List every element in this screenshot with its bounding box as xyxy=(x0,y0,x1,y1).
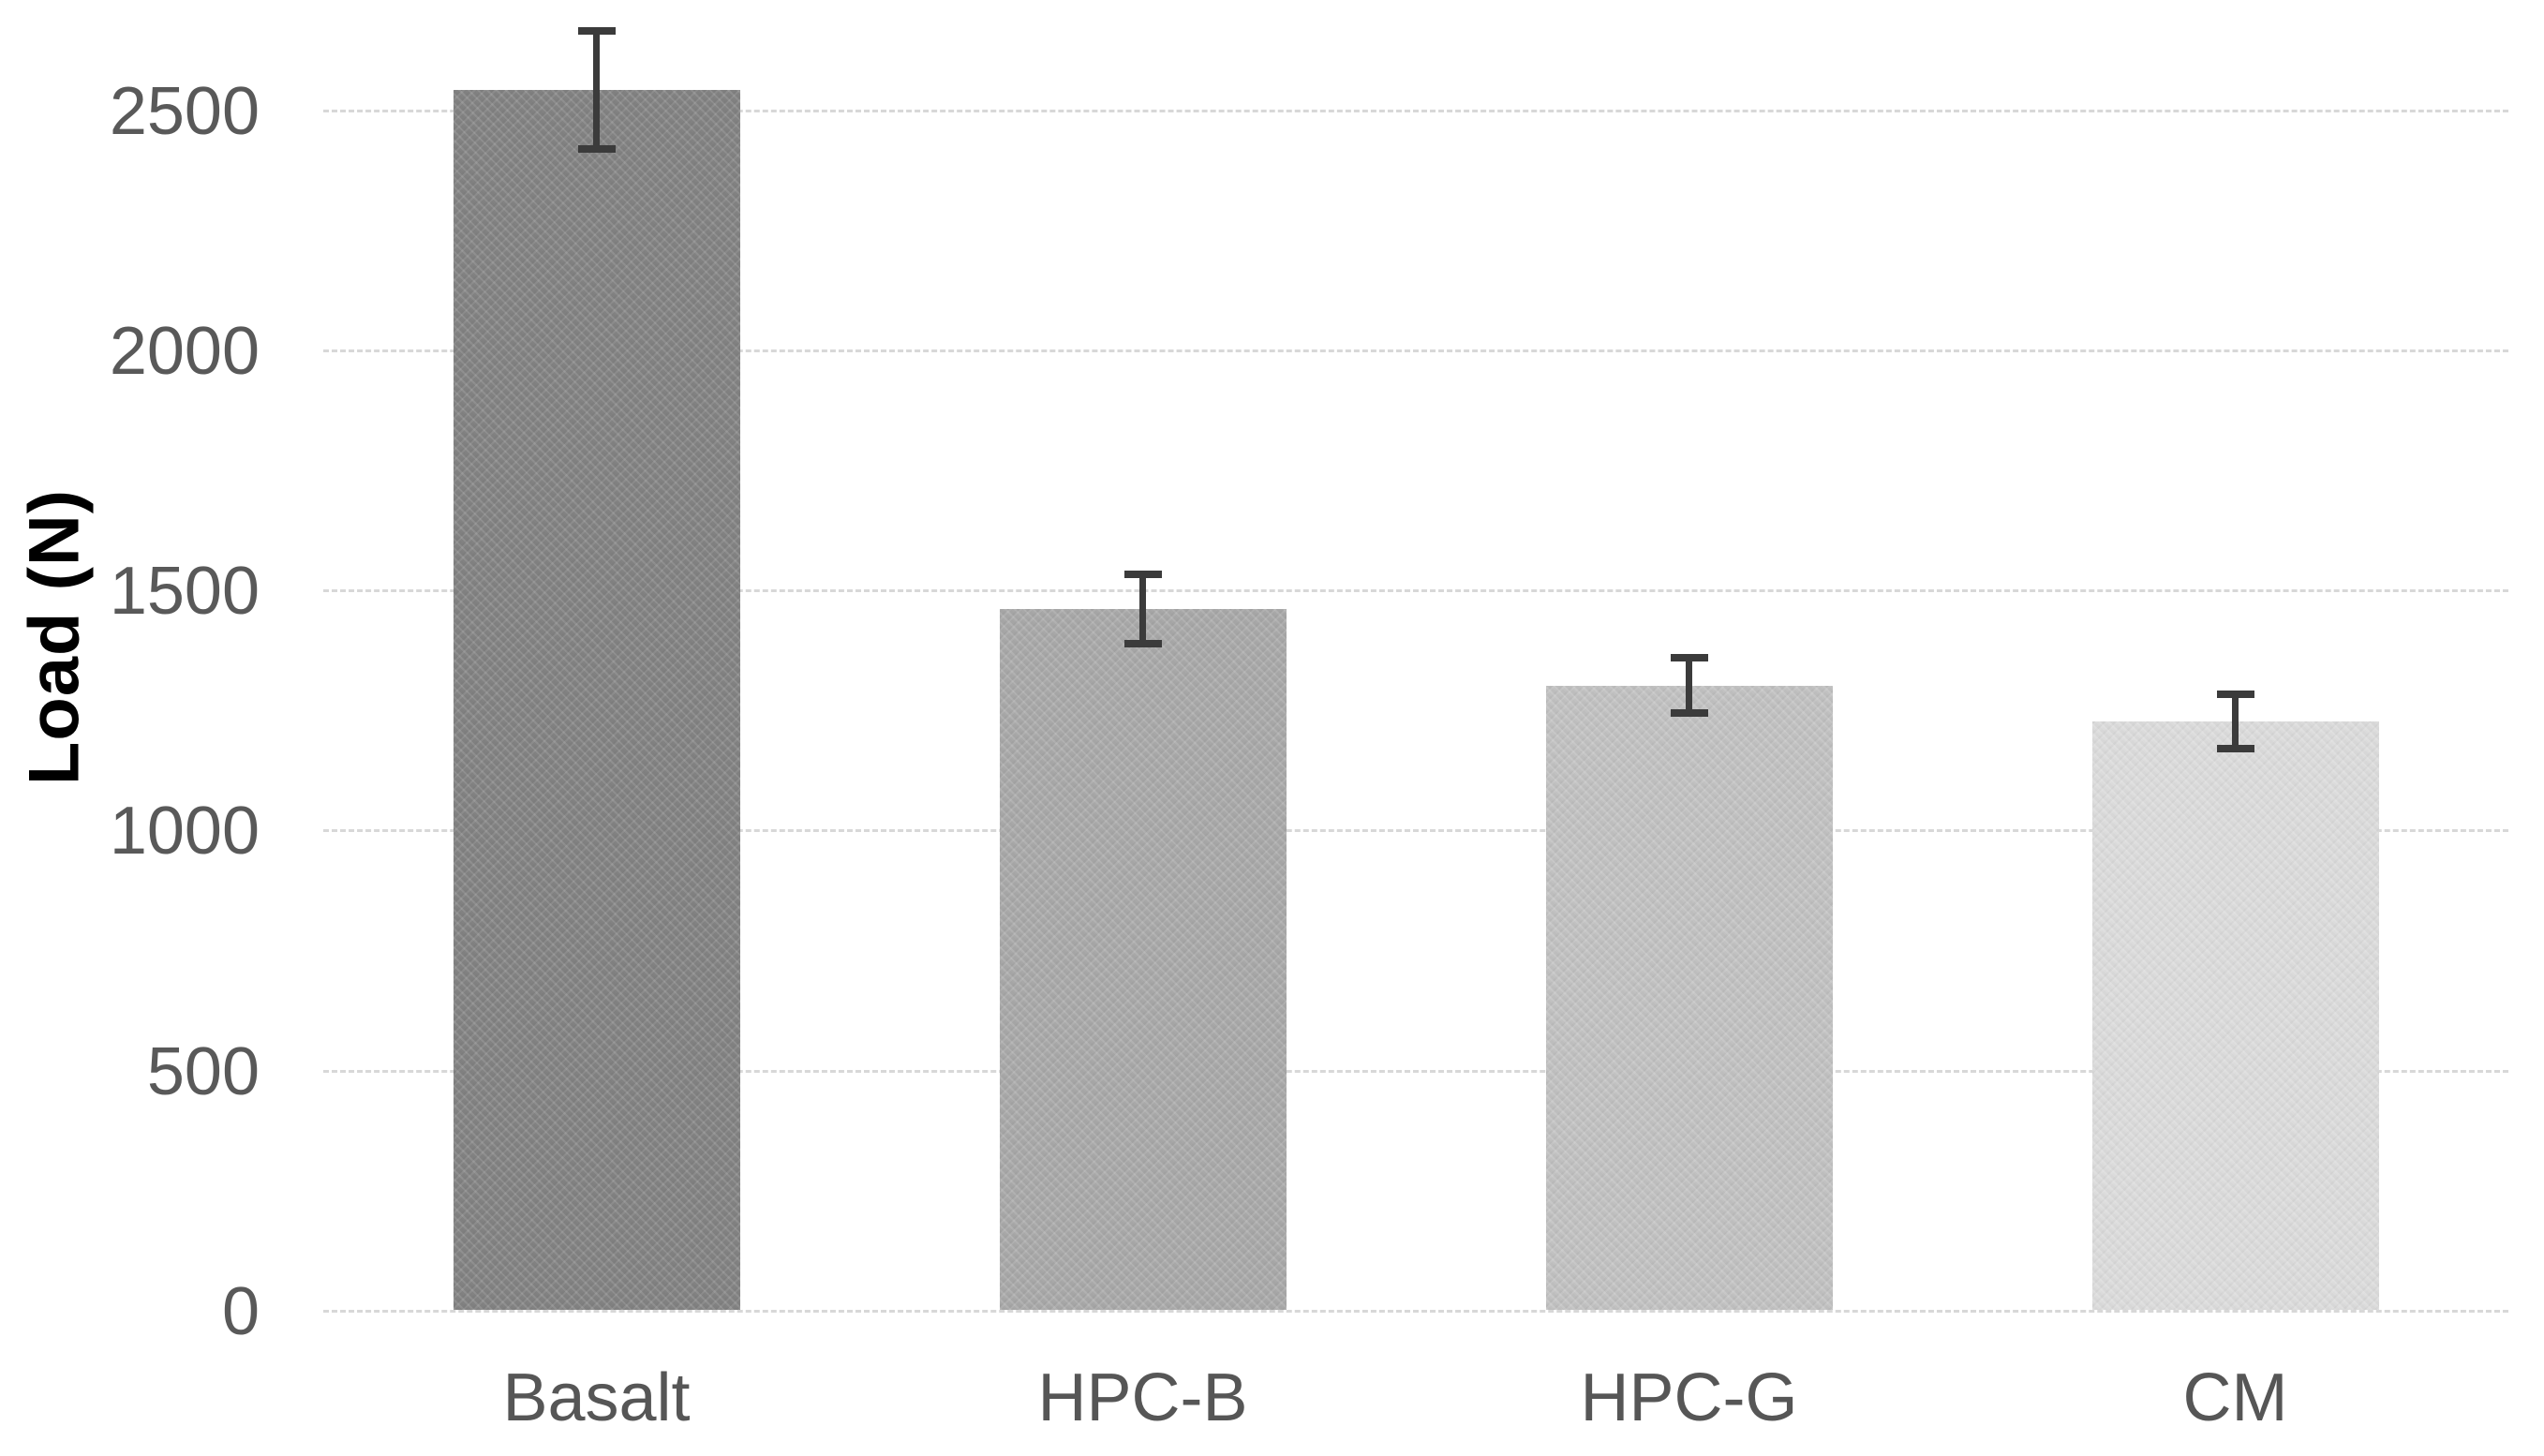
error-bar-cap-top xyxy=(1123,570,1162,578)
error-bar-stem xyxy=(1139,570,1146,647)
bar-cm xyxy=(2091,721,2379,1310)
y-tick-label: 2500 xyxy=(109,73,260,149)
error-bar-cap-bottom xyxy=(1670,708,1708,717)
bar-basalt xyxy=(453,90,740,1310)
gridline-1000 xyxy=(323,829,2508,833)
gridline-1500 xyxy=(323,589,2508,593)
error-bar-stem xyxy=(593,27,600,153)
y-tick-label: 0 xyxy=(221,1274,260,1349)
y-tick-label: 2000 xyxy=(109,313,260,389)
y-tick-label: 500 xyxy=(146,1033,260,1109)
error-bar-cap-bottom xyxy=(1123,639,1162,647)
error-bar-cap-top xyxy=(2216,690,2254,698)
y-axis-title: Load (N) xyxy=(14,488,95,786)
error-bar-cap-bottom xyxy=(2216,745,2254,753)
bar-hpc-g xyxy=(1545,685,1833,1310)
x-category-label-basalt: Basalt xyxy=(502,1360,691,1435)
y-tick-label: 1500 xyxy=(109,554,260,630)
gridline-2500 xyxy=(323,109,2508,112)
gridline-500 xyxy=(323,1069,2508,1073)
error-bar-stem xyxy=(1686,654,1692,717)
x-category-label-hpc-b: HPC-B xyxy=(1037,1360,1248,1435)
error-bar-cap-top xyxy=(577,27,616,36)
plot-area xyxy=(323,13,2508,1313)
gridline-2000 xyxy=(323,349,2508,352)
bar-hpc-b xyxy=(999,608,1287,1310)
x-category-label-hpc-g: HPC-G xyxy=(1580,1360,1798,1435)
gridline-0 xyxy=(323,1310,2508,1313)
x-category-label-cm: CM xyxy=(2182,1360,2288,1435)
error-bar-stem xyxy=(2232,690,2239,753)
error-bar-cap-bottom xyxy=(577,144,616,153)
error-bar-cap-top xyxy=(1670,654,1708,662)
y-tick-label: 1000 xyxy=(109,794,260,869)
